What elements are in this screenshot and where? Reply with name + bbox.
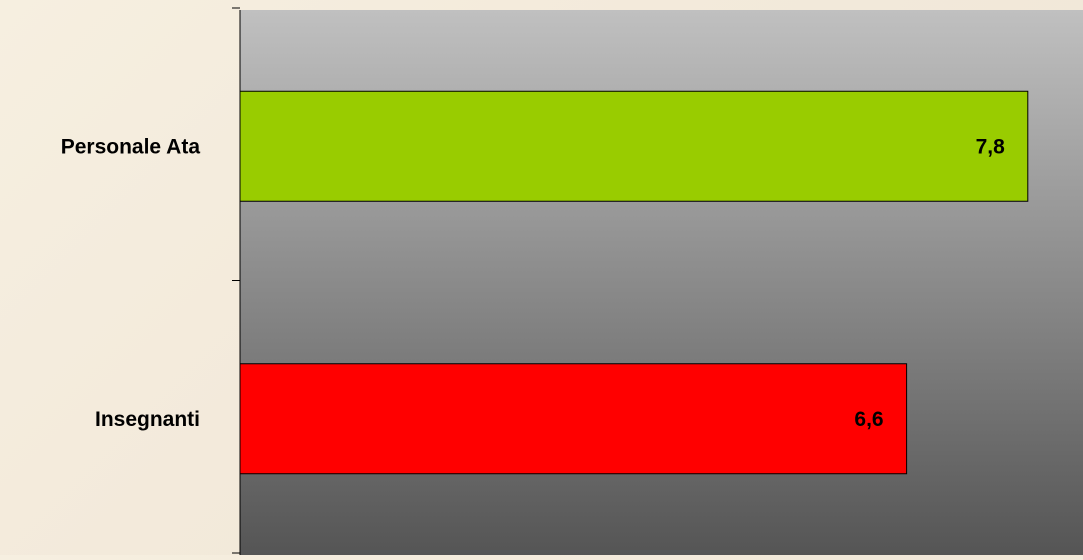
category-label-1: Insegnanti — [95, 408, 200, 431]
bar-0 — [239, 90, 1029, 202]
value-label-1: 6,6 — [854, 408, 883, 431]
value-label-0: 7,8 — [976, 135, 1006, 158]
bar-1 — [239, 363, 908, 475]
category-label-0: Personale Ata — [61, 135, 201, 158]
y-axis — [232, 7, 241, 555]
labels: Personale Ata 7,8 Insegnanti 6,6 — [61, 135, 1005, 431]
bars — [239, 90, 1029, 475]
